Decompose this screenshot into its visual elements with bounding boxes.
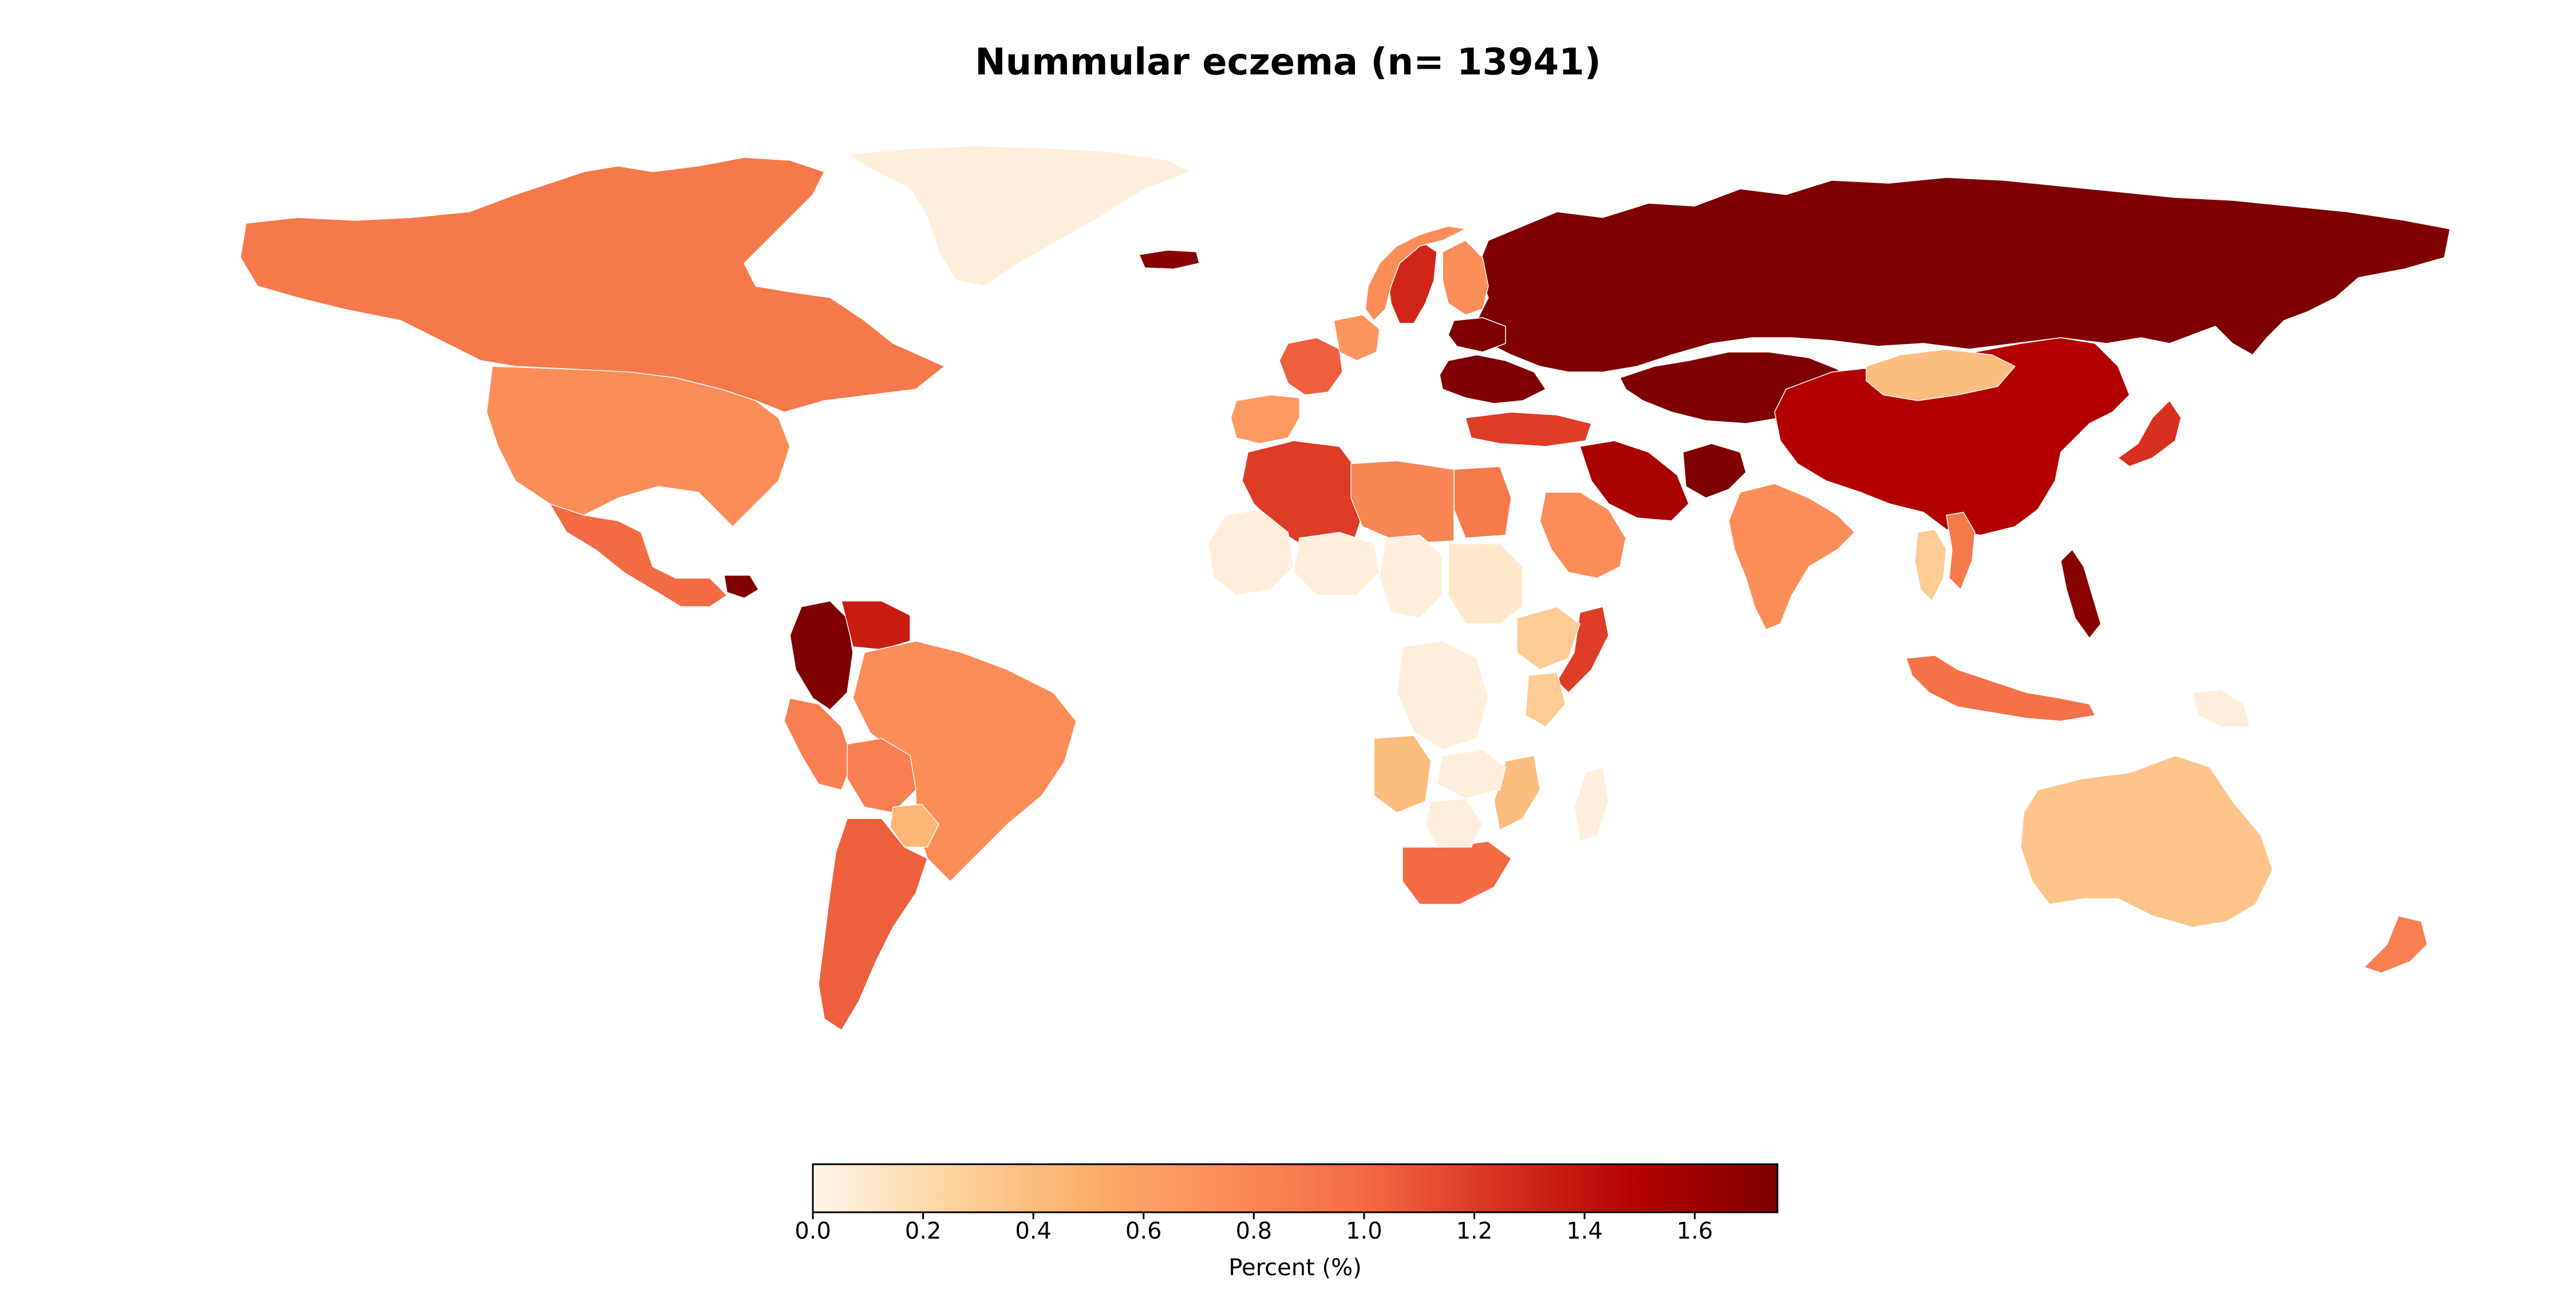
country-papua-new-guinea — [2192, 689, 2250, 727]
colorbar-tick-label: 1.2 — [1456, 1218, 1493, 1244]
map-title: Nummular eczema (n= 13941) — [975, 41, 1601, 84]
country-vietnam — [1946, 512, 1976, 590]
country-mexico — [549, 503, 728, 607]
country-india — [1728, 483, 1855, 630]
colorbar-tick-label: 1.6 — [1676, 1218, 1713, 1244]
country-niger — [1293, 532, 1380, 596]
country-turkey — [1465, 412, 1592, 447]
colorbar-tick-label: 0.0 — [795, 1218, 831, 1244]
country-argentina — [818, 818, 928, 1031]
country-iceland — [1139, 250, 1200, 270]
country-somalia — [1556, 606, 1609, 693]
country-russia — [1476, 177, 2451, 373]
country-venezuela — [841, 600, 911, 650]
country-mozambique — [1494, 755, 1540, 831]
colorbar-tick-label: 1.4 — [1566, 1218, 1603, 1244]
country-finland — [1442, 240, 1489, 315]
country-bolivia — [847, 738, 916, 813]
country-dr-congo — [1396, 640, 1489, 750]
country-saudi-arabia — [1539, 492, 1626, 579]
country-angola — [1373, 735, 1432, 813]
country-china — [1774, 337, 2130, 536]
country-germany — [1333, 314, 1380, 361]
country-thailand — [1914, 529, 1947, 602]
country-zambia — [1436, 749, 1506, 799]
country-libya — [1350, 460, 1455, 544]
country-united-states — [486, 366, 791, 527]
country-afghanistan — [1682, 443, 1747, 499]
colorbar — [812, 1163, 1779, 1219]
country-kenya — [1525, 672, 1566, 727]
country-new-zealand — [2364, 915, 2428, 974]
country-norway — [1365, 226, 1466, 321]
colorbar-bar — [812, 1163, 1779, 1213]
country-south-africa — [1402, 841, 1512, 905]
colorbar-ticks — [812, 1212, 1696, 1219]
country-greenland — [847, 145, 1191, 287]
country-colombia — [789, 600, 854, 710]
country-canada — [240, 157, 945, 413]
country-japan — [2117, 400, 2182, 467]
country-sudan — [1448, 543, 1523, 624]
colorbar-tick-label: 1.0 — [1346, 1218, 1382, 1244]
country-philippines — [2060, 549, 2101, 639]
colorbar-tick-label: 0.8 — [1235, 1218, 1273, 1244]
country-guatemala — [724, 575, 759, 599]
country-mongolia — [1866, 349, 2016, 401]
country-indonesia — [1906, 655, 2096, 722]
country-paraguay — [890, 804, 939, 848]
colorbar-tick-label: 0.2 — [904, 1218, 942, 1244]
country-belarus — [1448, 317, 1506, 353]
country-ukraine — [1439, 354, 1546, 404]
country-chad — [1379, 535, 1443, 619]
country-australia — [2020, 755, 2273, 928]
colorbar-label: Percent (%) — [1228, 1255, 1362, 1281]
country-madagascar — [1574, 766, 1609, 842]
country-france — [1279, 337, 1343, 396]
country-regions — [240, 145, 2451, 1031]
country-ethiopia — [1516, 606, 1581, 670]
country-iran — [1579, 440, 1689, 521]
country-mali — [1207, 509, 1294, 596]
colorbar-tick-label: 0.6 — [1125, 1218, 1162, 1244]
country-spain — [1230, 394, 1300, 444]
country-botswana — [1425, 798, 1483, 848]
colorbar-tick-label: 0.4 — [1015, 1218, 1052, 1244]
country-peru — [784, 698, 854, 790]
country-egypt — [1453, 466, 1512, 539]
